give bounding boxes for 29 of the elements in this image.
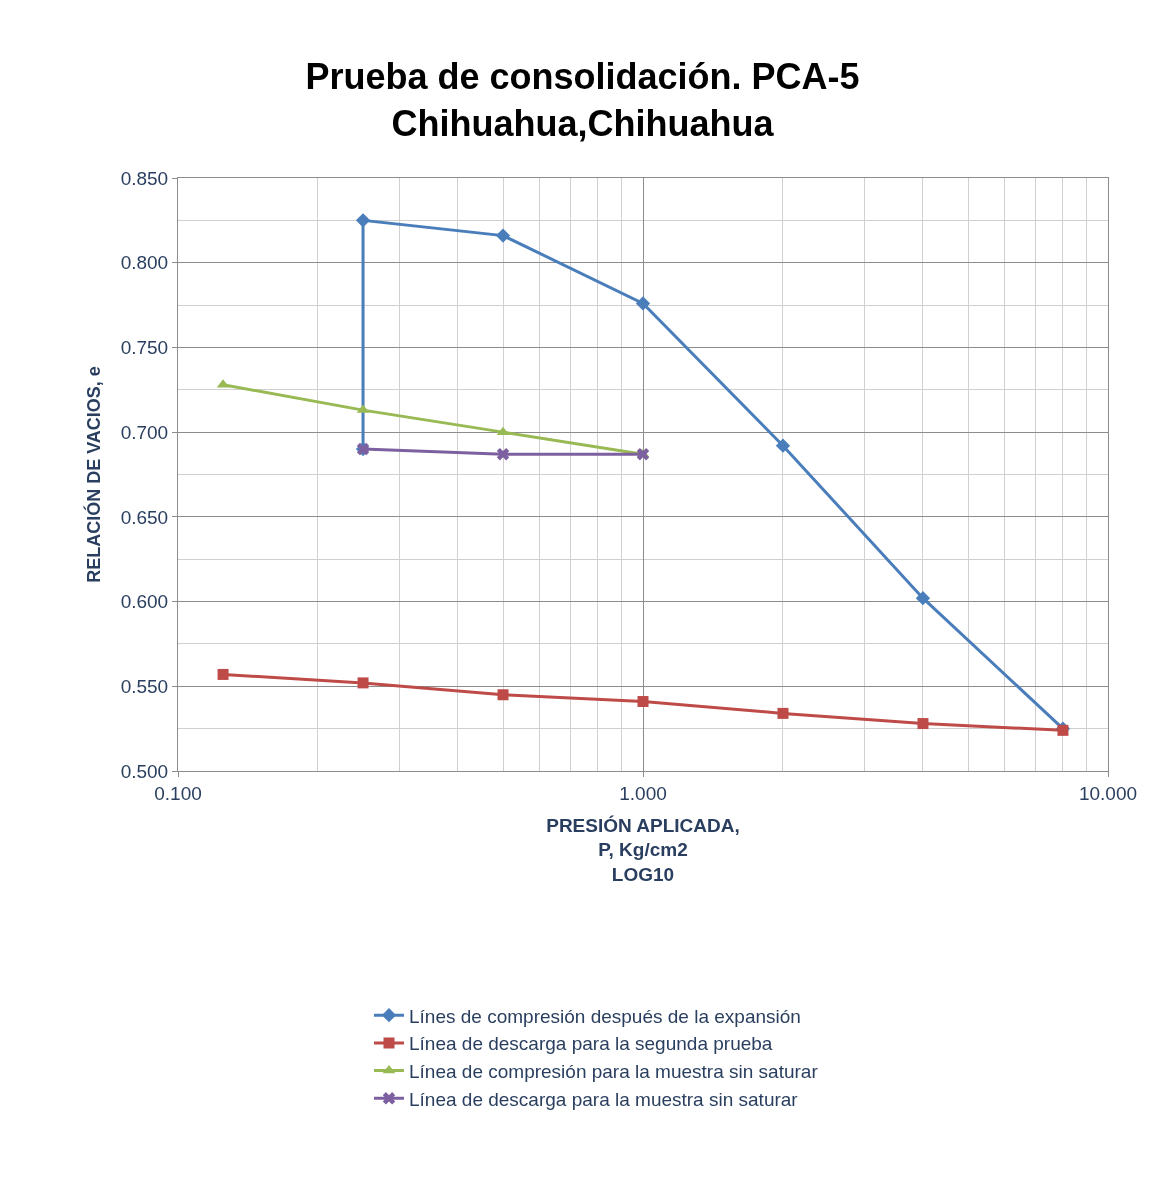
y-tick-label: 0.600 — [120, 591, 169, 613]
y-tick-label: 0.650 — [120, 506, 169, 528]
x-axis-title: PRESIÓN APLICADA, P, Kg/cm2 LOG10 — [546, 814, 740, 885]
point — [357, 677, 369, 689]
y-tick-label: 0.700 — [120, 421, 169, 443]
point — [355, 213, 371, 228]
y-tick-label: 0.500 — [120, 760, 169, 782]
legend-label: Línea de compresión para la muestra sin saturar — [409, 1061, 819, 1082]
y-tick-label: 0.550 — [120, 675, 169, 697]
point — [637, 696, 649, 708]
x-tick-label: 1.000 — [619, 782, 667, 804]
y-axis-title: RELACIÓN DE VACIOS, e — [82, 366, 104, 583]
point — [495, 228, 511, 243]
x-tick-label: 10.000 — [1078, 782, 1138, 804]
y-tick-label: 0.750 — [120, 337, 169, 359]
x-tick-label: 0.100 — [154, 782, 202, 804]
point — [635, 296, 651, 311]
chart-title: Prueba de consolidación. PCA-5 Chihuahua,Chihuahua — [305, 56, 860, 145]
point — [497, 689, 509, 701]
point — [915, 591, 931, 606]
legend-label: Línea de descarga para la muestra sin saturar — [409, 1088, 799, 1110]
point — [217, 668, 229, 680]
y-tick-label: 0.850 — [120, 167, 169, 189]
point — [775, 438, 791, 453]
point — [917, 718, 929, 730]
legend-label: Línes de compresión después de la expansión — [409, 1005, 801, 1027]
point — [777, 707, 789, 719]
y-tick-label: 0.800 — [120, 252, 169, 274]
legend-label: Línea de descarga para la segunda prueba — [409, 1033, 773, 1055]
